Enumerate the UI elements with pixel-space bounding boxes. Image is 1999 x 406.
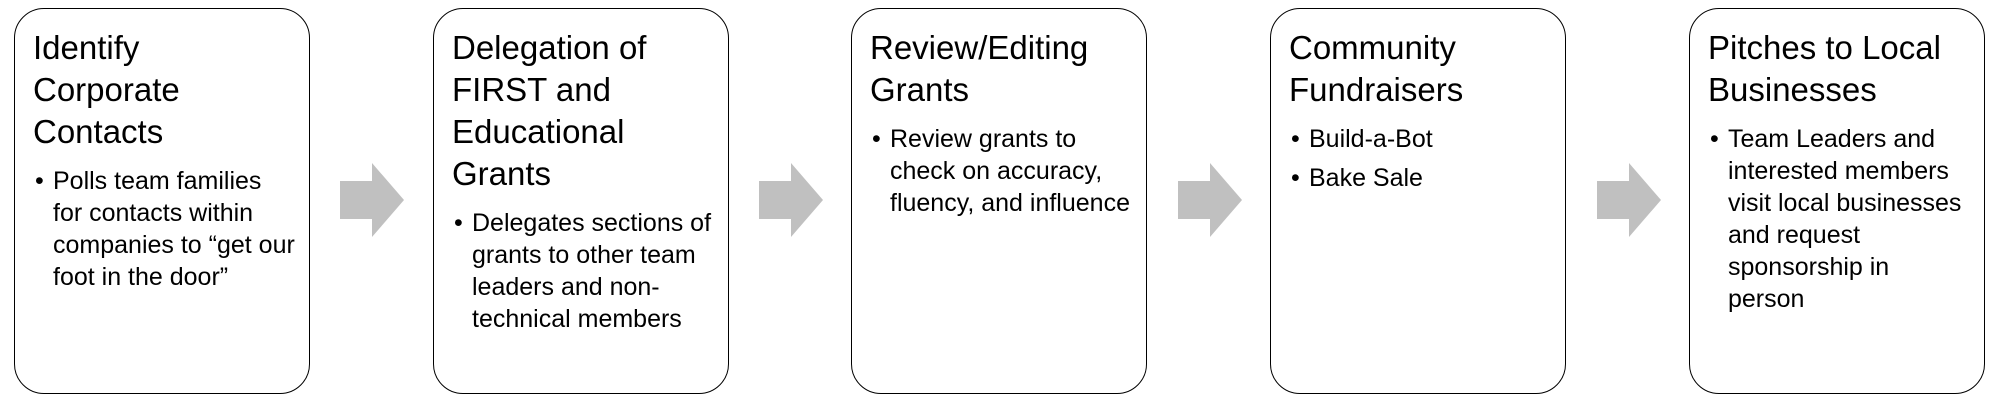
step-box-identify-contacts: Identify Corporate Contacts • Polls team… — [14, 8, 310, 394]
step-bullet-text: Review grants to check on accuracy, flue… — [890, 125, 1130, 217]
right-arrow-icon — [1597, 163, 1661, 237]
step-bullet: • Polls team families for contacts withi… — [33, 165, 295, 293]
bullet-icon: • — [1710, 125, 1719, 153]
step-bullet: • Bake Sale — [1289, 162, 1551, 194]
arrow-shape — [759, 163, 823, 237]
step-bullet-list: • Delegates sections of grants to other … — [452, 207, 714, 335]
step-bullet-text: Build-a-Bot — [1309, 125, 1433, 153]
step-title: Review/Editing Grants — [870, 29, 1089, 108]
bullet-icon: • — [454, 209, 463, 237]
step-bullet: • Build-a-Bot — [1289, 123, 1551, 155]
step-title: Identify Corporate Contacts — [33, 29, 180, 150]
step-bullet-text: Bake Sale — [1309, 164, 1423, 192]
bullet-icon: • — [1291, 164, 1300, 192]
bullet-icon: • — [35, 167, 44, 195]
step-bullet: • Team Leaders and interested members vi… — [1708, 123, 1970, 315]
arrow-shape — [340, 163, 404, 237]
step-bullet: • Review grants to check on accuracy, fl… — [870, 123, 1132, 219]
step-title: Community Fundraisers — [1289, 29, 1464, 108]
step-title: Pitches to Local Businesses — [1708, 29, 1941, 108]
step-bullet-list: • Build-a-Bot • Bake Sale — [1289, 123, 1551, 194]
step-bullet-text: Delegates sections of grants to other te… — [472, 209, 712, 333]
step-title: Delegation of FIRST and Educational Gran… — [452, 29, 647, 192]
bullet-icon: • — [872, 125, 881, 153]
right-arrow-icon — [340, 163, 404, 237]
step-bullet: • Delegates sections of grants to other … — [452, 207, 714, 335]
arrow-shape — [1178, 163, 1242, 237]
step-box-delegation: Delegation of FIRST and Educational Gran… — [433, 8, 729, 394]
right-arrow-icon — [1178, 163, 1242, 237]
step-bullet-text: Polls team families for contacts within … — [53, 167, 295, 291]
step-box-local-business-pitches: Pitches to Local Businesses • Team Leade… — [1689, 8, 1985, 394]
step-bullet-text: Team Leaders and interested members visi… — [1728, 125, 1962, 313]
bullet-icon: • — [1291, 125, 1300, 153]
step-bullet-list: • Polls team families for contacts withi… — [33, 165, 295, 293]
arrow-shape — [1597, 163, 1661, 237]
step-bullet-list: • Review grants to check on accuracy, fl… — [870, 123, 1132, 219]
step-box-fundraisers: Community Fundraisers • Build-a-Bot • Ba… — [1270, 8, 1566, 394]
step-bullet-list: • Team Leaders and interested members vi… — [1708, 123, 1970, 315]
right-arrow-icon — [759, 163, 823, 237]
step-box-review-editing: Review/Editing Grants • Review grants to… — [851, 8, 1147, 394]
